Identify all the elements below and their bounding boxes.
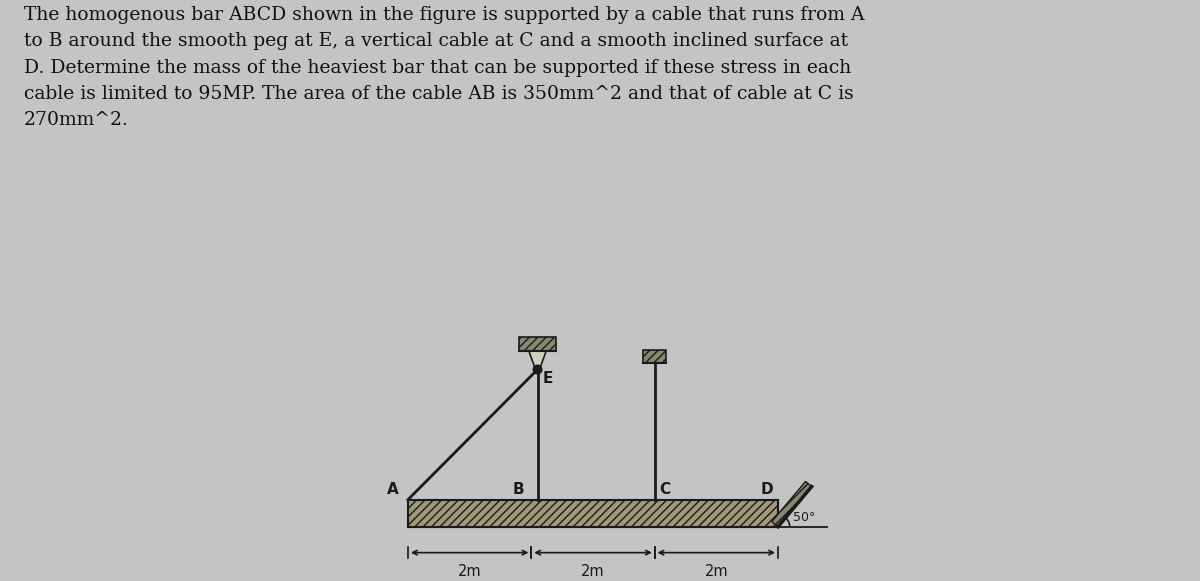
Text: C: C: [660, 482, 671, 497]
Text: 2m: 2m: [704, 564, 728, 579]
Bar: [520, 338, 556, 351]
Text: A: A: [388, 482, 398, 497]
Polygon shape: [529, 351, 546, 367]
Text: B: B: [512, 482, 524, 497]
Bar: [408, 500, 778, 527]
Polygon shape: [772, 482, 811, 527]
Text: D: D: [761, 482, 773, 497]
Text: 50°: 50°: [793, 511, 816, 524]
Text: The homogenous bar ABCD shown in the figure is supported by a cable that runs fr: The homogenous bar ABCD shown in the fig…: [24, 6, 864, 130]
Text: E: E: [544, 371, 553, 386]
Circle shape: [533, 365, 542, 374]
Text: 2m: 2m: [581, 564, 605, 579]
Text: 2m: 2m: [458, 564, 481, 579]
Bar: [643, 350, 666, 363]
